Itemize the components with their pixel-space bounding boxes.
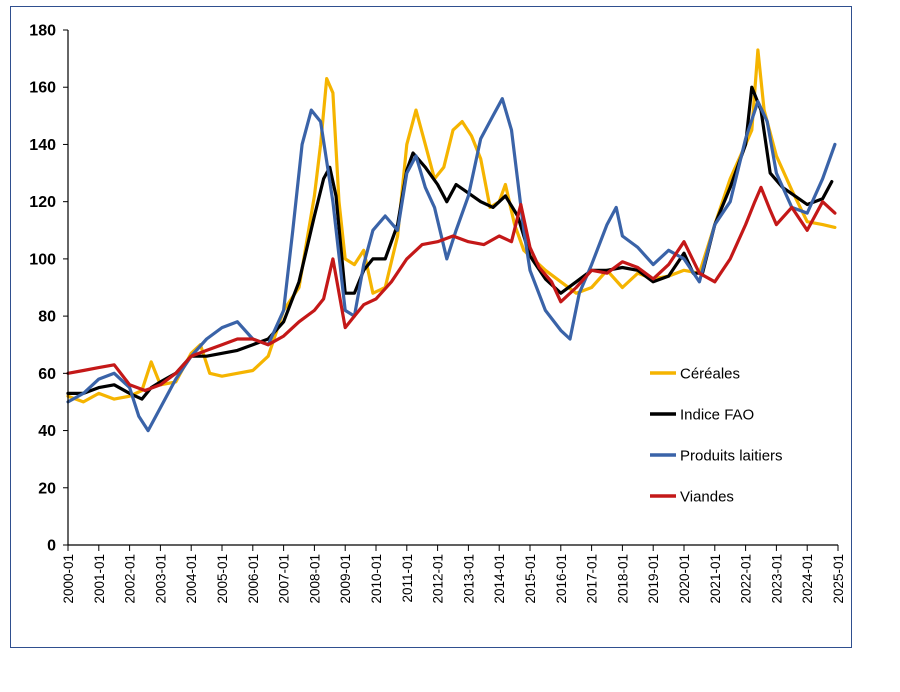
y-tick-label: 40 (38, 423, 56, 440)
y-tick-label: 0 (47, 538, 56, 555)
x-tick-label: 2002-01 (123, 554, 138, 604)
x-tick-label: 2015-01 (523, 554, 538, 604)
y-tick-label: 160 (29, 80, 56, 97)
x-tick-label: 2023-01 (769, 554, 784, 604)
legend-label: Produits laitiers (680, 448, 783, 465)
x-tick-label: 2017-01 (585, 554, 600, 604)
x-tick-label: 2004-01 (184, 554, 199, 604)
series-line-c-r-ales (66, 48, 837, 404)
x-tick-label: 2008-01 (307, 554, 322, 604)
y-tick-label: 100 (29, 251, 56, 268)
y-tick-label: 180 (29, 23, 56, 40)
y-tick-label: 60 (38, 366, 56, 383)
legend-label: Céréales (680, 366, 740, 383)
axes-layer: 0 20 40 60 80 100 120 140 160 180 2000-01 2001-01 20… (29, 23, 846, 604)
x-tick-label: 2020-01 (677, 554, 692, 604)
x-tick-label: 2000-01 (61, 554, 76, 604)
legend: Céréales Indice FAO Produits laitiers Viand… (650, 366, 783, 506)
series-line-viandes (66, 185, 837, 393)
x-tick-label: 2021-01 (708, 554, 723, 604)
y-tick-label: 140 (29, 137, 56, 154)
x-tick-label: 2022-01 (739, 554, 754, 604)
x-tick-label: 2005-01 (215, 554, 230, 604)
x-tick-label: 2018-01 (615, 554, 630, 604)
x-tick-label: 2025-01 (831, 554, 846, 604)
x-tick-label: 2003-01 (153, 554, 168, 604)
x-tick-label: 2011-01 (400, 554, 415, 603)
y-tick-label: 120 (29, 194, 56, 211)
series-line-indice-fao (66, 85, 834, 401)
x-tick-label: 2016-01 (554, 554, 569, 604)
series-layer (66, 48, 837, 433)
series-line-produits-laitiers (66, 97, 837, 433)
y-tick-label: 80 (38, 309, 56, 326)
chart-frame (10, 6, 852, 648)
legend-label: Viandes (680, 489, 734, 506)
x-tick-label: 2001-01 (92, 554, 107, 604)
x-tick-label: 2010-01 (369, 554, 384, 604)
x-tick-label: 2006-01 (246, 554, 261, 604)
y-tick-label: 20 (38, 480, 56, 497)
x-tick-label: 2024-01 (800, 554, 815, 604)
x-tick-label: 2007-01 (277, 554, 292, 604)
x-tick-label: 2009-01 (338, 554, 353, 604)
x-tick-label: 2013-01 (461, 554, 476, 604)
legend-label: Indice FAO (680, 407, 754, 424)
x-tick-label: 2014-01 (492, 554, 507, 604)
x-tick-label: 2019-01 (646, 554, 661, 604)
x-tick-label: 2012-01 (431, 554, 446, 604)
